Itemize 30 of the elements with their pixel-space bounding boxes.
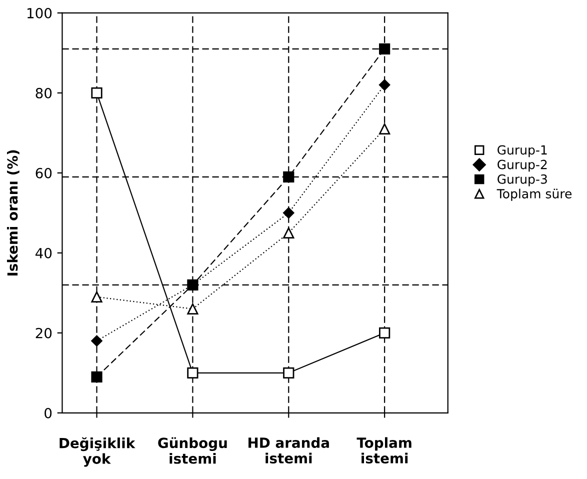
point	[283, 367, 294, 378]
point	[187, 367, 198, 378]
y-tick-label: 0	[44, 408, 52, 418]
point	[91, 87, 102, 98]
y-axis-title: Iskemi oranı (%)	[6, 150, 20, 276]
point	[283, 207, 294, 219]
legend-label: Gurup-2	[498, 160, 547, 172]
point	[91, 291, 102, 302]
x-tick-label: HD aranda istemi	[248, 437, 329, 464]
x-tick-label: Toplam istemi	[356, 437, 412, 464]
point	[379, 327, 390, 338]
y-tick-label: 40	[36, 248, 52, 258]
point	[283, 171, 294, 182]
point	[91, 371, 102, 382]
legend-label: Toplam süre	[496, 188, 572, 201]
point	[187, 303, 198, 314]
x-tick-label: Değişiklik yok	[60, 437, 136, 467]
x-tick-label: Günbogu istemi	[158, 437, 227, 464]
point	[379, 123, 390, 134]
legend-label: Gurup-1	[498, 145, 547, 158]
y-tick-label: 80	[36, 88, 52, 98]
point	[379, 43, 390, 54]
point	[283, 227, 294, 238]
point	[378, 79, 390, 91]
point	[187, 279, 198, 290]
y-tick-label: 60	[36, 168, 52, 178]
legend-label: Gurup-3	[498, 174, 547, 186]
y-tick-label: 100	[28, 8, 52, 18]
y-tick-label: 20	[36, 328, 52, 338]
point	[91, 335, 102, 347]
